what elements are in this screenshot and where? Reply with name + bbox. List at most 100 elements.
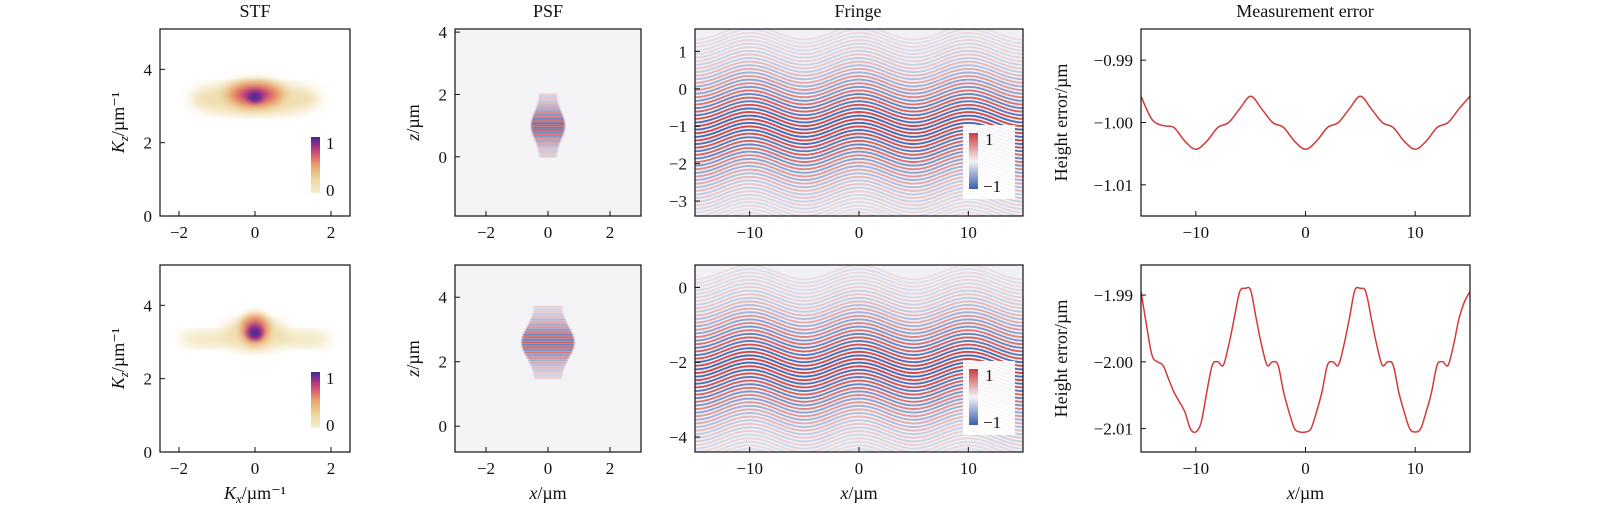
- title-fringe: Fringe: [835, 1, 882, 21]
- psf-top-ylabel: z/µm: [403, 104, 423, 141]
- x-tick-label: −2: [477, 459, 495, 478]
- y-tick-label: −0.99: [1094, 51, 1133, 70]
- psf-fringe-line: [525, 353, 571, 357]
- psf-fringe-line: [526, 326, 570, 329]
- fringe-line: [695, 82, 1023, 99]
- stf-core: [243, 87, 267, 106]
- panel-stf-bottom: 1 0 −2 0 2 0 2 4 Kz/µm⁻¹ Kx/µm⁻¹: [108, 264, 351, 506]
- panel-stf-top: 1 0 −2 0 2 0 2 4 Kz/µm⁻¹: [108, 28, 351, 242]
- y-tick-label: −2.00: [1094, 353, 1133, 372]
- stf-colorbar-max-label: 1: [326, 369, 335, 388]
- psf-fringe-line: [528, 323, 568, 326]
- fringe-line: [695, 282, 1023, 299]
- psf-fringe-line: [524, 331, 572, 334]
- x-tick-label: −2: [477, 223, 495, 242]
- psf-fringe-line: [528, 359, 568, 362]
- psf-fringe-line: [538, 150, 558, 154]
- fringe-line: [695, 350, 1023, 367]
- psf-fringe-line: [533, 371, 563, 374]
- x-tick-label: 2: [606, 223, 615, 242]
- y-tick-label: −1.99: [1094, 286, 1133, 305]
- panel-error-bottom: −10 0 10 −1.99 −2.00 −2.01 Height error/µm x/µm: [1051, 264, 1471, 503]
- psf-fringe-line: [532, 369, 564, 372]
- title-psf: PSF: [533, 1, 563, 21]
- y-tick-label: 0: [679, 80, 688, 99]
- fringe-line: [695, 118, 1023, 135]
- fringe-colorbar-min-label: −1: [983, 413, 1001, 432]
- fringe-line: [695, 332, 1023, 349]
- fringe-line: [695, 96, 1023, 113]
- fringe-line: [695, 278, 1023, 295]
- x-tick-label: 10: [1407, 459, 1424, 478]
- fringe-line: [695, 358, 1023, 374]
- psf-bottom-xlabel: x/µm: [528, 483, 566, 503]
- panel-fringe-top: 1−1−10 0 10−3−2−101: [669, 28, 1024, 242]
- fringe-line: [695, 49, 1023, 66]
- psf-fringe-line: [523, 348, 573, 352]
- x-tick-label: 2: [606, 459, 615, 478]
- fringe-bottom-plot-area: [695, 265, 1023, 452]
- fringe-line: [695, 111, 1023, 127]
- stf-colorbar-min-label: 0: [326, 181, 335, 200]
- psf-fringe-line: [525, 328, 571, 331]
- psf-bottom-ylabel-text: z/µm: [403, 340, 423, 377]
- error-bottom-ylabel: Height error/µm: [1051, 300, 1071, 418]
- psf-bottom-plot-area: [455, 265, 641, 452]
- psf-top-ylabel-text: z/µm: [403, 104, 423, 141]
- fringe-line: [695, 304, 1023, 320]
- fringe-line: [695, 89, 1023, 106]
- fringe-line: [695, 31, 1023, 48]
- fringe-line: [695, 318, 1023, 335]
- fringe-line: [695, 289, 1023, 306]
- psf-fringe-line: [538, 148, 558, 151]
- y-tick-label: 0: [144, 443, 153, 462]
- x-tick-label: −10: [736, 459, 763, 478]
- psf-fringe-line: [533, 113, 563, 116]
- x-tick-label: 0: [251, 459, 260, 478]
- psf-fringe-line: [532, 115, 564, 118]
- error-curve: [1141, 95, 1470, 151]
- y-tick-label: 4: [439, 288, 448, 307]
- fringe-line: [720, 444, 998, 452]
- x-tick-label: 0: [1301, 223, 1310, 242]
- psf-fringe-line: [529, 321, 567, 324]
- fringe-line: [695, 347, 1023, 364]
- psf-fringe-line: [531, 128, 565, 132]
- psf-fringe-line: [536, 142, 560, 145]
- fringe-line: [695, 53, 1023, 70]
- stf-side-right: [278, 329, 331, 348]
- panel-psf-bottom: −2 0 2 0 2 4 z/µm x/µm: [403, 264, 642, 503]
- psf-fringe-line: [539, 93, 557, 96]
- psf-fringe-line: [533, 374, 563, 377]
- fringe-line: [695, 121, 1023, 138]
- stf-top-ylabel: Kz/µm⁻¹: [108, 92, 131, 154]
- x-tick-label: 10: [960, 459, 977, 478]
- error-bottom-xlabel-text: x/µm: [1286, 483, 1324, 503]
- fringe-line: [695, 354, 1023, 371]
- psf-fringe-line: [535, 109, 561, 112]
- psf-fringe-line: [539, 155, 557, 158]
- y-tick-label: 4: [144, 296, 153, 315]
- fringe-line: [695, 322, 1023, 338]
- x-tick-label: 2: [327, 459, 336, 478]
- x-tick-label: 0: [1301, 459, 1310, 478]
- psf-fringe-line: [532, 313, 564, 316]
- stf-bottom-ylabel-text: Kz/µm⁻¹: [108, 328, 131, 390]
- fringe-colorbar-min-label: −1: [983, 177, 1001, 196]
- error-top-ylabel-text: Height error/µm: [1051, 64, 1071, 182]
- fringe-line: [695, 300, 1023, 317]
- psf-fringe-line: [526, 356, 570, 359]
- x-tick-label: −2: [170, 459, 188, 478]
- title-measurement-error: Measurement error: [1236, 1, 1373, 21]
- stf-bottom-plot-area: [160, 265, 350, 452]
- fringe-line: [695, 71, 1023, 88]
- x-tick-label: −10: [1183, 459, 1210, 478]
- stf-bottom-ylabel: Kz/µm⁻¹: [108, 328, 131, 390]
- stf-top-ylabel-text: Kz/µm⁻¹: [108, 92, 131, 154]
- y-tick-label: −1.00: [1094, 114, 1133, 133]
- fringe-line: [695, 114, 1023, 131]
- fringe-line: [695, 103, 1023, 120]
- y-tick-label: 0: [144, 207, 153, 226]
